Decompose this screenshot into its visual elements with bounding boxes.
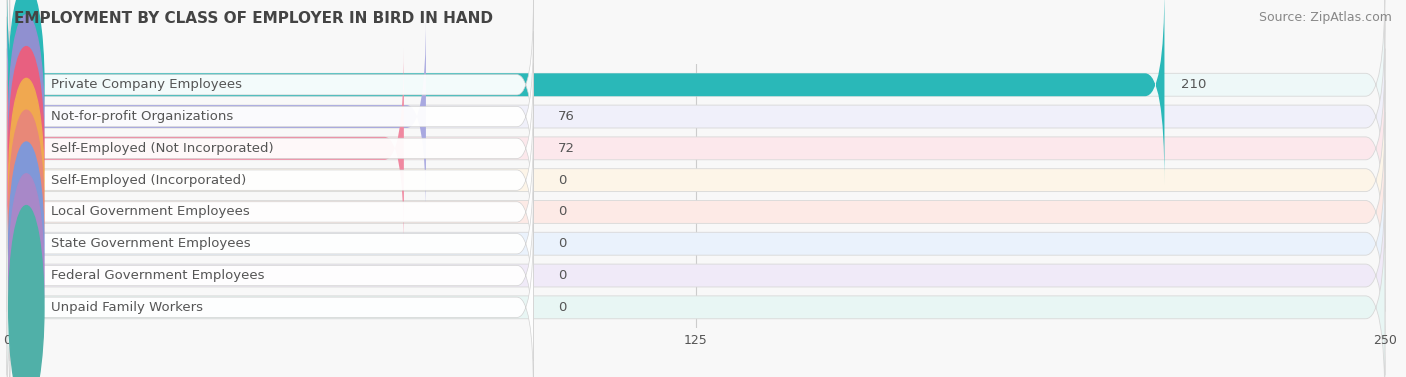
Circle shape (8, 142, 44, 345)
Text: EMPLOYMENT BY CLASS OF EMPLOYER IN BIRD IN HAND: EMPLOYMENT BY CLASS OF EMPLOYER IN BIRD … (14, 11, 494, 26)
FancyBboxPatch shape (10, 31, 533, 202)
FancyBboxPatch shape (7, 144, 1385, 343)
Text: 76: 76 (558, 110, 575, 123)
Text: Federal Government Employees: Federal Government Employees (51, 269, 264, 282)
FancyBboxPatch shape (7, 0, 1385, 185)
Text: Private Company Employees: Private Company Employees (51, 78, 242, 91)
Circle shape (8, 174, 44, 377)
Circle shape (8, 0, 44, 187)
Text: State Government Employees: State Government Employees (51, 237, 250, 250)
Text: Self-Employed (Incorporated): Self-Employed (Incorporated) (51, 174, 246, 187)
Text: 0: 0 (558, 301, 567, 314)
FancyBboxPatch shape (10, 63, 533, 234)
Text: 72: 72 (558, 142, 575, 155)
FancyBboxPatch shape (10, 95, 533, 265)
Text: Source: ZipAtlas.com: Source: ZipAtlas.com (1258, 11, 1392, 24)
Circle shape (8, 47, 44, 250)
FancyBboxPatch shape (7, 17, 1385, 216)
FancyBboxPatch shape (7, 17, 426, 216)
Text: 0: 0 (558, 237, 567, 250)
FancyBboxPatch shape (10, 158, 533, 329)
FancyBboxPatch shape (10, 0, 533, 170)
FancyBboxPatch shape (7, 0, 1164, 185)
Text: 210: 210 (1181, 78, 1206, 91)
FancyBboxPatch shape (10, 127, 533, 297)
Text: 0: 0 (558, 205, 567, 218)
FancyBboxPatch shape (7, 49, 1385, 248)
FancyBboxPatch shape (10, 190, 533, 361)
Text: 0: 0 (558, 174, 567, 187)
FancyBboxPatch shape (7, 176, 1385, 375)
FancyBboxPatch shape (10, 222, 533, 377)
Text: Local Government Employees: Local Government Employees (51, 205, 250, 218)
Circle shape (8, 15, 44, 218)
FancyBboxPatch shape (7, 49, 404, 248)
Circle shape (8, 78, 44, 282)
FancyBboxPatch shape (7, 112, 1385, 312)
FancyBboxPatch shape (7, 207, 1385, 377)
Text: Not-for-profit Organizations: Not-for-profit Organizations (51, 110, 233, 123)
Text: Unpaid Family Workers: Unpaid Family Workers (51, 301, 202, 314)
Circle shape (8, 110, 44, 314)
Circle shape (8, 205, 44, 377)
FancyBboxPatch shape (7, 80, 1385, 280)
Text: Self-Employed (Not Incorporated): Self-Employed (Not Incorporated) (51, 142, 274, 155)
Text: 0: 0 (558, 269, 567, 282)
